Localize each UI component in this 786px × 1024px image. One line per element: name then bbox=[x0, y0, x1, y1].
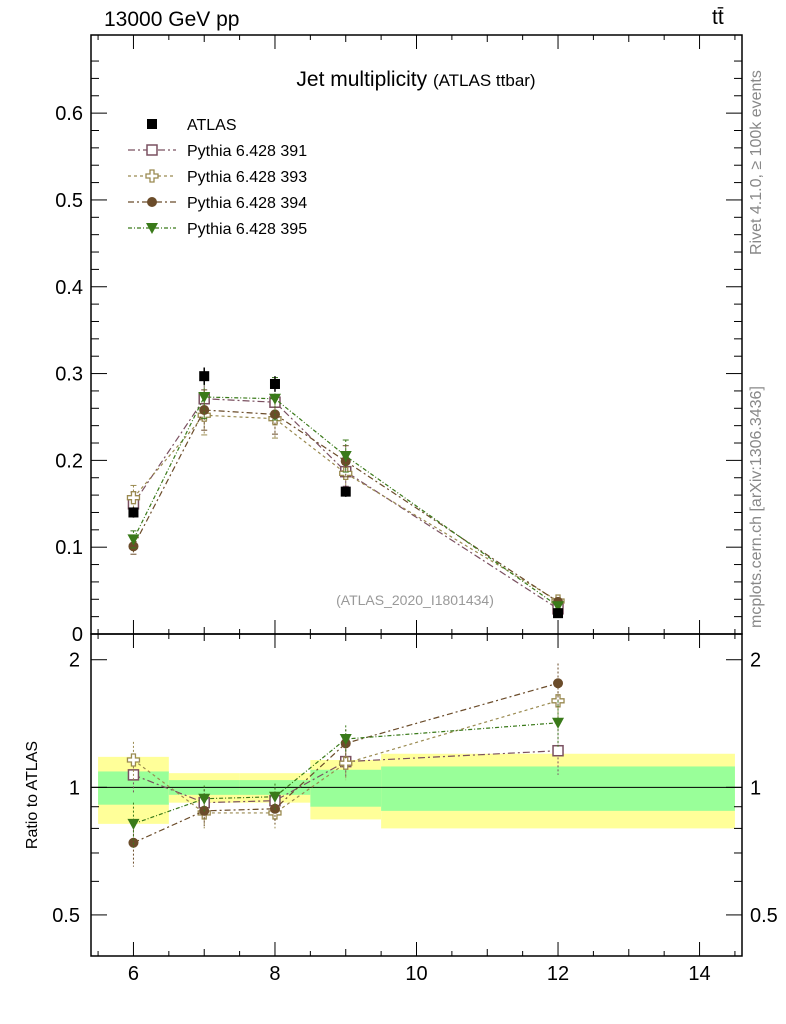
series-line-main bbox=[132, 396, 559, 607]
series-point-ratio bbox=[127, 818, 140, 830]
data-point bbox=[340, 486, 351, 497]
x-tick-label: 6 bbox=[128, 963, 139, 985]
series-point-ratio bbox=[198, 793, 211, 805]
x-tick-label: 8 bbox=[269, 963, 280, 985]
x-tick-label: 10 bbox=[405, 963, 427, 985]
legend-marker bbox=[147, 197, 157, 207]
legend-label: Pythia 6.428 394 bbox=[187, 195, 307, 212]
legend-label: Pythia 6.428 395 bbox=[187, 221, 307, 238]
data-point bbox=[199, 371, 210, 382]
analysis-id-label: (ATLAS_2020_I1801434) bbox=[336, 592, 494, 608]
mcplots-label: mcplots.cern.ch [arXiv:1306.3436] bbox=[748, 386, 765, 628]
data-point bbox=[553, 608, 564, 619]
series-point-ratio bbox=[339, 734, 352, 746]
series-line-main bbox=[133, 414, 559, 602]
chart-title-main: Jet multiplicity bbox=[296, 68, 433, 91]
series-line-ratio bbox=[133, 700, 559, 814]
ratio-tick-label-left: 2 bbox=[69, 650, 80, 672]
legend-marker bbox=[147, 119, 157, 129]
series-point-ratio bbox=[552, 717, 565, 729]
y-tick-label: 0.2 bbox=[55, 450, 83, 472]
ratio-tick-label-left: 0.5 bbox=[52, 905, 80, 927]
process-label: tt̄ bbox=[712, 6, 724, 29]
chart-title: Jet multiplicity (ATLAS ttbar) bbox=[296, 68, 535, 91]
ratio-tick-label-right: 0.5 bbox=[750, 905, 778, 927]
data-series-atlas bbox=[128, 367, 564, 619]
y-tick-label: 0.1 bbox=[55, 537, 83, 559]
ratio-tick-label-right: 1 bbox=[750, 777, 761, 799]
y-tick-label: 0.4 bbox=[55, 277, 83, 299]
collision-label: 13000 GeV pp bbox=[104, 8, 240, 31]
series-point-ratio bbox=[126, 753, 141, 767]
legend: ATLAS Pythia 6.428 391 Pythia 6.428 393 Pyt… bbox=[128, 117, 307, 238]
legend-label: Pythia 6.428 393 bbox=[187, 169, 307, 186]
series-point-ratio bbox=[339, 756, 353, 770]
y-tick-label: 0.3 bbox=[55, 364, 83, 386]
series-line-main bbox=[132, 398, 559, 610]
series-point-main bbox=[126, 491, 141, 505]
series-point-main bbox=[339, 466, 353, 481]
y-tick-label: 0.5 bbox=[55, 190, 83, 212]
series-point-ratio bbox=[553, 678, 564, 689]
ratio-axis-label: Ratio to ATLAS bbox=[24, 741, 41, 849]
y-tick-label: 0 bbox=[72, 624, 83, 646]
series-4 bbox=[127, 375, 565, 848]
y-axis-ratio: 2 2 1 1 0.5 0.5 Ratio to ATLAS bbox=[24, 650, 778, 957]
y-tick-label: 0.6 bbox=[55, 103, 83, 125]
series-point-ratio bbox=[268, 791, 281, 803]
rivet-version-label: Rivet 4.1.0, ≥ 100k events bbox=[748, 70, 765, 255]
x-axis: 6 8 10 12 14 bbox=[97, 35, 736, 985]
series-line-main bbox=[132, 409, 559, 603]
legend-label: ATLAS bbox=[187, 117, 237, 134]
data-point bbox=[269, 378, 280, 389]
series-point-main bbox=[199, 405, 210, 416]
legend-label: Pythia 6.428 391 bbox=[187, 143, 307, 160]
ratio-tick-label-right: 2 bbox=[750, 650, 761, 672]
ratio-tick-label-left: 1 bbox=[69, 777, 80, 799]
uncertainty-band-green bbox=[381, 766, 735, 811]
legend-marker bbox=[146, 144, 158, 156]
series-point-main bbox=[339, 451, 352, 463]
series-point-main bbox=[198, 392, 211, 404]
series-point-main bbox=[552, 601, 565, 613]
series-point-ratio bbox=[552, 744, 564, 757]
x-tick-label: 12 bbox=[547, 963, 569, 985]
chart-subtitle: (ATLAS ttbar) bbox=[433, 71, 536, 90]
data-point bbox=[128, 507, 139, 518]
series-point-main bbox=[127, 534, 140, 546]
legend-marker bbox=[145, 169, 159, 183]
series-point-main bbox=[268, 393, 281, 405]
ratio-bands bbox=[98, 753, 735, 829]
series-line-ratio bbox=[133, 682, 559, 844]
x-tick-label: 14 bbox=[688, 963, 710, 985]
series-point-main bbox=[128, 541, 139, 552]
y-axis-main: 0.6 0.5 0.4 0.3 0.2 0.1 0 bbox=[55, 60, 742, 646]
legend-marker bbox=[146, 223, 158, 234]
